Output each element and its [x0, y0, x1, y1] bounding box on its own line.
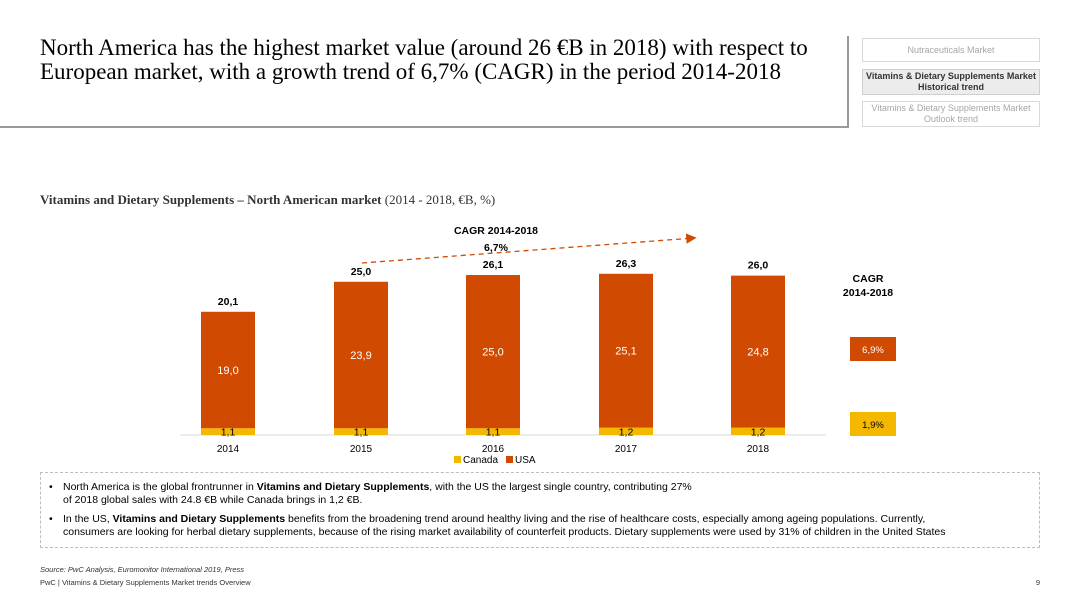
bar-usa [334, 281, 388, 429]
canada-data-label: 1,2 [751, 426, 766, 438]
x-tick-label: 2017 [615, 444, 638, 455]
bar-canada [731, 427, 785, 435]
bar-usa [599, 273, 653, 428]
stacked-bar-chart: 1,1 19,0 20,1 2014 1,1 23,9 25,0 2015 1,1 25,0 26,… [180, 225, 896, 466]
cagr-trend-label: CAGR 2014-2018 [454, 225, 538, 237]
cagr-side-period: 2014-2018 [843, 287, 893, 299]
cagr-usa-box [850, 337, 896, 361]
usa-data-label: 25,1 [615, 346, 636, 358]
footer-text: PwC | Vitamins & Dietary Supplements Mar… [40, 578, 251, 587]
bullet-text: consumers are looking for herbal dietary… [63, 526, 946, 538]
usa-data-label: 25,0 [482, 347, 503, 359]
total-label: 25,0 [351, 266, 372, 278]
x-tick-label: 2014 [217, 444, 240, 455]
nav-label: Vitamins & Dietary Supplements Market Ou… [871, 103, 1031, 124]
page-title: North America has the highest market val… [40, 35, 808, 84]
total-label: 26,1 [483, 259, 504, 271]
bar-canada [466, 428, 520, 435]
total-label: 26,3 [616, 258, 637, 270]
cagr-canada-box [850, 412, 896, 436]
x-tick-label: 2015 [350, 444, 373, 455]
cagr-trend-arrow [361, 233, 697, 264]
bullet-item: In the US, Vitamins and Dietary Suppleme… [49, 513, 1027, 539]
usa-data-label: 24,8 [747, 347, 768, 359]
usa-data-label: 23,9 [350, 350, 371, 362]
bullet-text: In the US, [63, 513, 113, 525]
total-label: 20,1 [218, 296, 239, 308]
legend-usa-label: USA [515, 455, 536, 466]
usa-data-label: 19,0 [217, 365, 238, 377]
chart-title: Vitamins and Dietary Supplements – North… [40, 192, 495, 208]
canada-data-label: 1,1 [221, 427, 236, 439]
total-label: 26,0 [748, 260, 769, 272]
bullet-bold: Vitamins and Dietary Supplements [256, 481, 430, 493]
cagr-usa-value: 6,9% [862, 345, 884, 356]
bullet-text: North America is the global frontrunner … [63, 481, 257, 493]
bullet-text: of 2018 global sales with 24.8 €B while … [63, 494, 363, 506]
canada-data-label: 1,2 [619, 426, 634, 438]
bullet-text: , with the US the largest single country… [429, 481, 692, 493]
title-vertical-divider [847, 36, 849, 128]
nav-outlook-trend[interactable]: Vitamins & Dietary Supplements Market Ou… [862, 101, 1040, 127]
x-tick-label: 2016 [482, 444, 505, 455]
nav-historical-trend[interactable]: Vitamins & Dietary Supplements Market Hi… [862, 69, 1040, 95]
page-number: 9 [1035, 578, 1040, 587]
cagr-trend-value: 6,7% [484, 242, 509, 254]
legend-canada-label: Canada [463, 455, 498, 466]
legend-canada-swatch [454, 456, 461, 463]
legend-usa-swatch [506, 456, 513, 463]
bar-usa [466, 275, 520, 429]
title-divider [0, 126, 848, 128]
bar-canada [334, 428, 388, 435]
bullet-text: benefits from the broadening trend aroun… [285, 513, 926, 525]
nav-nutraceuticals-market[interactable]: Nutraceuticals Market [862, 38, 1040, 62]
commentary-box: North America is the global frontrunner … [40, 472, 1040, 548]
bullet-item: North America is the global frontrunner … [49, 481, 1027, 507]
bar-canada [201, 428, 255, 435]
cagr-canada-value: 1,9% [862, 420, 884, 431]
cagr-side-label: CAGR [853, 273, 884, 285]
bullet-bold: Vitamins and Dietary Supplements [112, 513, 286, 525]
bar-usa [201, 311, 255, 429]
nav-label: Nutraceuticals Market [907, 44, 995, 55]
bar-canada [599, 427, 653, 435]
x-tick-label: 2018 [747, 444, 770, 455]
source-note: Source: PwC Analysis, Euromonitor Intern… [40, 565, 244, 574]
canada-data-label: 1,1 [354, 427, 369, 439]
bar-usa [731, 275, 785, 428]
chart-title-unit: (2014 - 2018, €B, %) [384, 192, 496, 207]
canada-data-label: 1,1 [486, 427, 501, 439]
nav-label: Vitamins & Dietary Supplements Market Hi… [866, 71, 1036, 92]
chart-title-main: Vitamins and Dietary Supplements – North… [40, 192, 382, 207]
